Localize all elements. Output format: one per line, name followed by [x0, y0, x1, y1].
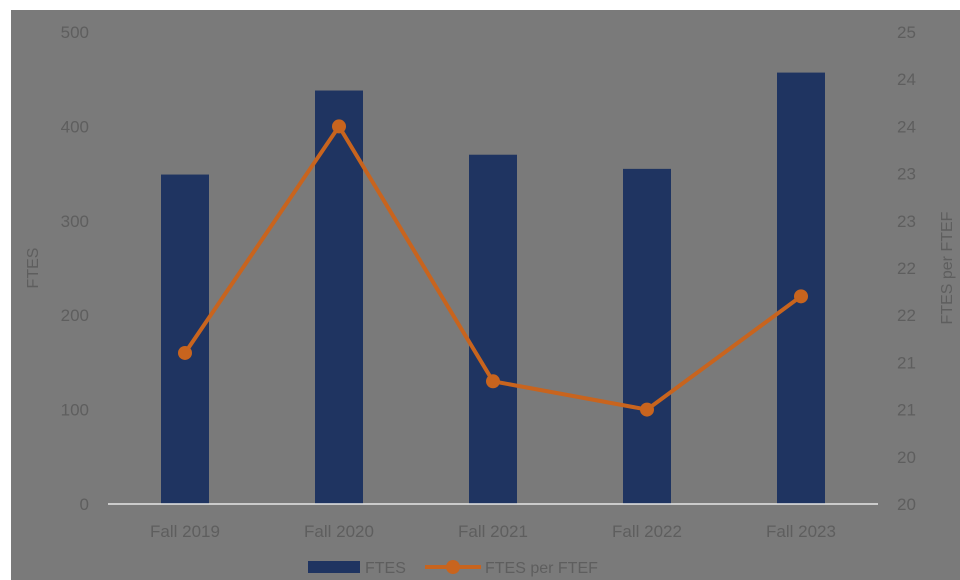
right-tick-label: 22 — [897, 259, 916, 278]
legend-label-ftes-per-ftef: FTES per FTEF — [485, 560, 598, 577]
left-axis-title: FTES — [25, 248, 42, 289]
bar-fall-2022 — [623, 168, 671, 504]
right-tick-label: 21 — [897, 401, 916, 420]
line-point-fall-2019 — [178, 345, 192, 360]
left-tick-label: 500 — [61, 23, 89, 42]
bar-series — [161, 72, 825, 505]
left-tick-label: 400 — [61, 117, 89, 136]
category-label: Fall 2019 — [150, 522, 220, 541]
chart-area: 0 100 200 300 400 500 20 20 21 21 22 22 23 23 24 24 25 … — [11, 10, 960, 580]
legend-swatch-ftes — [308, 561, 360, 573]
category-label: Fall 2023 — [766, 522, 836, 541]
category-label: Fall 2022 — [612, 522, 682, 541]
category-labels: Fall 2019 Fall 2020 Fall 2021 Fall 2022 Fall… — [150, 522, 836, 541]
right-tick-label: 22 — [897, 306, 916, 325]
left-tick-label: 200 — [61, 306, 89, 325]
left-tick-label: 100 — [61, 401, 89, 420]
bar-fall-2023 — [777, 72, 825, 505]
right-tick-label: 23 — [897, 165, 916, 184]
right-axis-ticks: 20 20 21 21 22 22 23 23 24 24 25 — [897, 23, 916, 514]
line-point-fall-2021 — [486, 374, 500, 389]
left-tick-label: 300 — [61, 212, 89, 231]
right-axis-title: FTES per FTEF — [939, 211, 956, 324]
right-tick-label: 25 — [897, 23, 916, 42]
line-point-fall-2023 — [794, 289, 808, 304]
category-label: Fall 2020 — [304, 522, 374, 541]
line-point-fall-2022 — [640, 402, 654, 417]
line-point-fall-2020 — [332, 119, 346, 134]
bar-fall-2021 — [469, 154, 517, 504]
bar-fall-2020 — [315, 90, 363, 504]
right-tick-label: 20 — [897, 448, 916, 467]
legend: FTES FTES per FTEF — [308, 560, 598, 577]
bar-fall-2019 — [161, 174, 209, 504]
category-label: Fall 2021 — [458, 522, 528, 541]
legend-marker-line — [446, 560, 460, 574]
right-tick-label: 23 — [897, 212, 916, 231]
right-tick-label: 24 — [897, 70, 916, 89]
right-tick-label: 20 — [897, 495, 916, 514]
line-series — [178, 119, 808, 417]
left-tick-label: 0 — [80, 495, 89, 514]
left-axis-ticks: 0 100 200 300 400 500 — [61, 23, 89, 514]
legend-label-ftes: FTES — [365, 560, 406, 577]
right-tick-label: 21 — [897, 353, 916, 372]
right-tick-label: 24 — [897, 117, 916, 136]
